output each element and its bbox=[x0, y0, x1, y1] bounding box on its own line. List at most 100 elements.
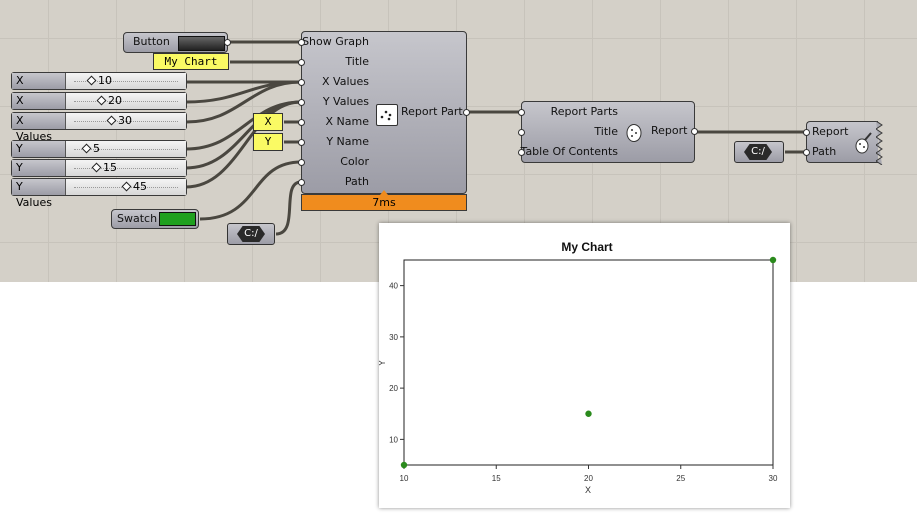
input-pin[interactable] bbox=[298, 99, 305, 106]
title-panel[interactable]: My Chart bbox=[153, 53, 229, 70]
swatch-color[interactable] bbox=[159, 212, 196, 226]
wire-y3 bbox=[185, 100, 302, 189]
wires-layer bbox=[185, 40, 806, 236]
x_values-slider[interactable]: X Values 30 bbox=[11, 112, 187, 143]
button-node-label: Button bbox=[133, 35, 170, 48]
input-pin[interactable] bbox=[298, 159, 305, 166]
x-tick-label: 15 bbox=[492, 474, 501, 483]
y_values-slider[interactable]: Y Values 15 bbox=[11, 159, 187, 190]
report-parts-node[interactable]: Report Parts Title Table Of Contents Repor… bbox=[518, 101, 698, 163]
y_values-slider-value: 5 bbox=[93, 142, 100, 155]
swatch-label: Swatch bbox=[117, 212, 158, 225]
slider-handle-icon[interactable] bbox=[121, 181, 132, 192]
slider-handle-icon[interactable] bbox=[86, 75, 97, 86]
input-label: X Name bbox=[325, 115, 369, 128]
scatter-point bbox=[769, 256, 777, 264]
jagged-edge bbox=[876, 121, 883, 165]
y_values-slider[interactable]: Y Values 5 bbox=[11, 140, 187, 171]
y_values-slider-track[interactable]: 5 bbox=[66, 141, 186, 157]
y-tick-label: 10 bbox=[389, 435, 398, 444]
grasshopper-canvas[interactable]: Button My Chart X Values10X Values20X Va… bbox=[0, 0, 917, 282]
x-tick-label: 25 bbox=[676, 474, 685, 483]
swatch-node[interactable]: Swatch bbox=[111, 209, 199, 229]
input-pin[interactable] bbox=[803, 129, 810, 136]
x_values-slider-label: X Values bbox=[12, 73, 66, 103]
x-tick-label: 10 bbox=[400, 474, 409, 483]
path-node[interactable]: C:/ bbox=[227, 223, 275, 245]
x_values-slider-value: 20 bbox=[108, 94, 122, 107]
x_values-slider[interactable]: X Values 20 bbox=[11, 92, 187, 123]
chart-title: My Chart bbox=[561, 240, 612, 254]
input-pin[interactable] bbox=[298, 59, 305, 66]
y_values-slider-label: Y Values bbox=[12, 179, 66, 209]
input-pin[interactable] bbox=[518, 109, 525, 116]
timing-bar: 7ms bbox=[301, 194, 467, 211]
wire-color bbox=[199, 160, 302, 221]
y_values-slider-label: Y Values bbox=[12, 141, 66, 171]
input-pin[interactable] bbox=[298, 79, 305, 86]
slider-handle-icon[interactable] bbox=[106, 115, 117, 126]
x_values-slider-label: X Values bbox=[12, 113, 66, 143]
scatter-icon bbox=[376, 104, 398, 126]
slider-handle-icon[interactable] bbox=[96, 95, 107, 106]
y-name-panel[interactable]: Y bbox=[253, 133, 283, 151]
x_values-slider[interactable]: X Values 10 bbox=[11, 72, 187, 103]
x_values-slider-track[interactable]: 10 bbox=[66, 73, 186, 89]
slider-handle-icon[interactable] bbox=[81, 143, 92, 154]
input-label: Title bbox=[345, 55, 369, 68]
report-part-output-pin[interactable] bbox=[463, 109, 470, 116]
y_values-slider-track[interactable]: 15 bbox=[66, 160, 186, 176]
wire-path bbox=[275, 180, 302, 236]
input-label: Path bbox=[344, 175, 369, 188]
input-pin[interactable] bbox=[298, 179, 305, 186]
timing-arrow-icon bbox=[380, 190, 388, 195]
y-tick-label: 30 bbox=[389, 333, 398, 342]
report-output-node[interactable]: Report Path bbox=[803, 121, 883, 165]
report-part-node[interactable]: Show Graph Title X Values Y Values X Name Y N… bbox=[298, 31, 470, 194]
input-label: Path bbox=[812, 145, 837, 158]
input-pin[interactable] bbox=[803, 149, 810, 156]
y_values-slider[interactable]: Y Values 45 bbox=[11, 178, 187, 209]
input-label: Report bbox=[812, 125, 849, 138]
input-label: Title bbox=[594, 125, 618, 138]
output-pin[interactable] bbox=[224, 39, 231, 46]
report-parts-output-pin[interactable] bbox=[691, 128, 698, 135]
report-parts-output-label: Report bbox=[651, 124, 688, 137]
input-pin[interactable] bbox=[298, 139, 305, 146]
y_values-slider-label: Y Values bbox=[12, 160, 66, 190]
wire-y1 bbox=[185, 100, 302, 151]
input-pin[interactable] bbox=[518, 129, 525, 136]
y_values-slider-value: 15 bbox=[103, 161, 117, 174]
egg-icon bbox=[625, 122, 643, 142]
x_values-slider-track[interactable]: 30 bbox=[66, 113, 186, 129]
input-pin[interactable] bbox=[298, 39, 305, 46]
y_values-slider-track[interactable]: 45 bbox=[66, 179, 186, 195]
wire-x3 bbox=[185, 80, 302, 124]
plot-area bbox=[403, 259, 774, 466]
input-label: Report Parts bbox=[550, 105, 618, 118]
y-axis-label: Y bbox=[379, 360, 387, 366]
input-label: Table Of Contents bbox=[520, 145, 618, 158]
x-name-panel[interactable]: X bbox=[253, 113, 283, 131]
input-pin[interactable] bbox=[298, 119, 305, 126]
scatter-point bbox=[585, 410, 592, 417]
y_values-slider-value: 45 bbox=[133, 180, 147, 193]
input-label: Y Name bbox=[326, 135, 369, 148]
egg-brush-icon bbox=[853, 132, 873, 154]
scatter-point bbox=[400, 461, 408, 469]
scatter-chart: My Chart X Y 10 15 20 25 30 10 20 30 40 bbox=[377, 240, 778, 495]
slider-handle-icon[interactable] bbox=[91, 162, 102, 173]
button-face[interactable] bbox=[178, 36, 225, 51]
x_values-slider-value: 30 bbox=[118, 114, 132, 127]
x-axis-label: X bbox=[585, 485, 591, 495]
button-node[interactable]: Button bbox=[123, 32, 231, 53]
x_values-slider-track[interactable]: 20 bbox=[66, 93, 186, 109]
report-part-output-label: Report Part bbox=[401, 105, 463, 118]
input-label: X Values bbox=[322, 75, 369, 88]
wire-y2 bbox=[185, 100, 302, 170]
input-label: Y Values bbox=[322, 95, 369, 108]
x-tick-label: 30 bbox=[769, 474, 778, 483]
x_values-slider-label: X Values bbox=[12, 93, 66, 123]
path-node-2[interactable]: C:/ bbox=[734, 141, 784, 163]
input-pin[interactable] bbox=[518, 149, 525, 156]
